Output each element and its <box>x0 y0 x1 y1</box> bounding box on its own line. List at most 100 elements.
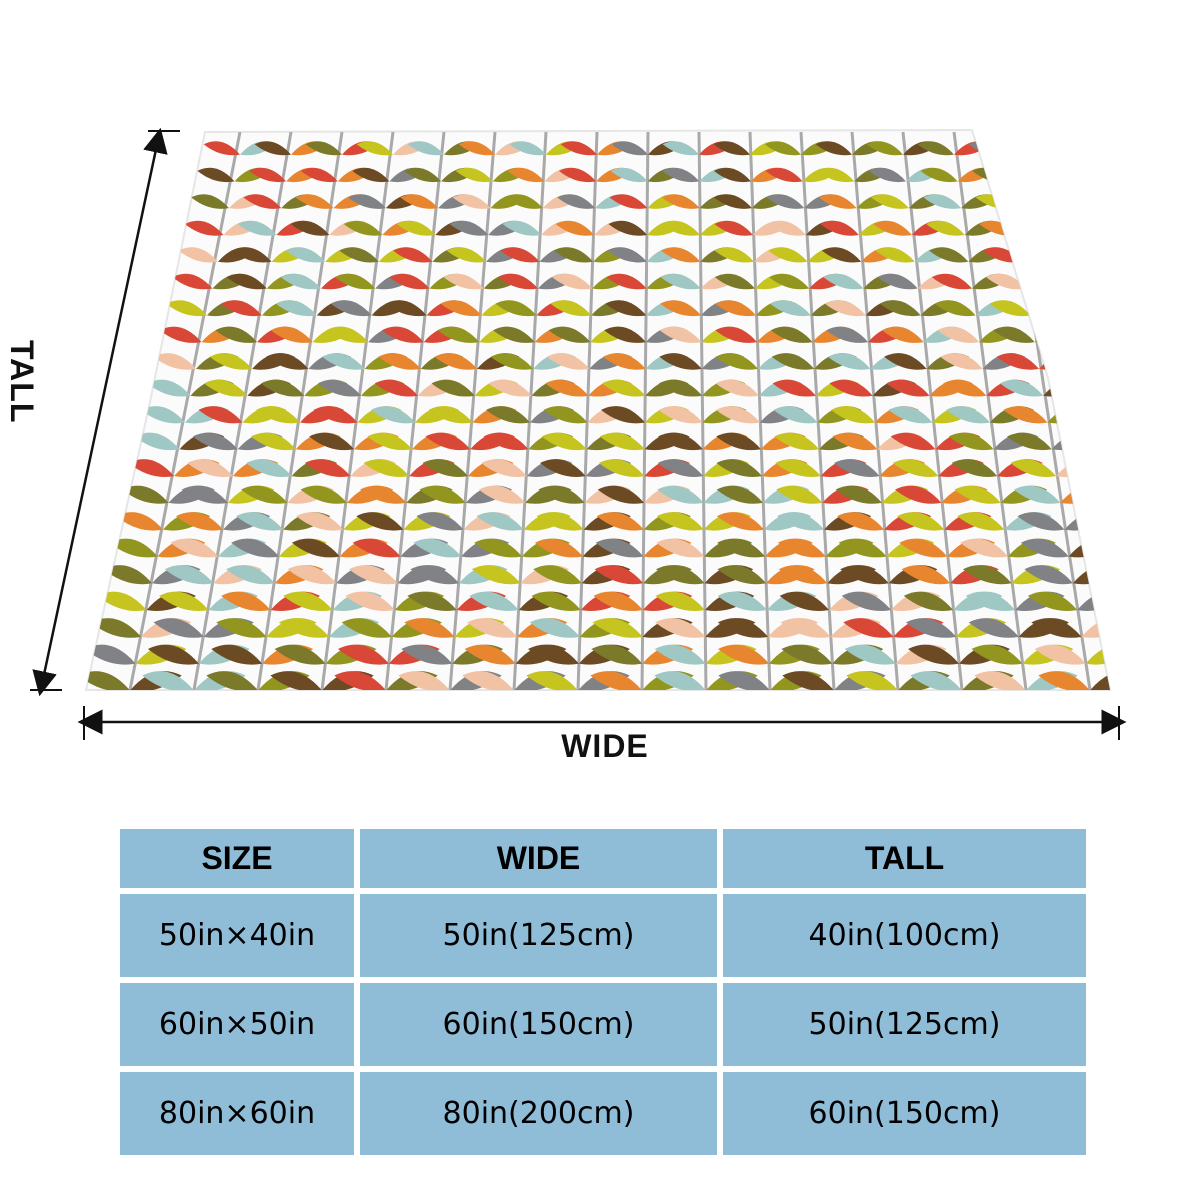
leaf-shape <box>881 326 924 343</box>
leaf-shape <box>541 432 587 451</box>
leaf-shape <box>428 406 473 424</box>
leaf-shape <box>717 565 766 585</box>
leaf-shape <box>184 220 224 236</box>
leaf-shape <box>840 565 889 585</box>
leaf-shape <box>446 247 486 263</box>
leaf-shape <box>243 194 282 209</box>
leaf-shape <box>476 512 524 531</box>
leaf-shape <box>557 194 596 209</box>
leaf-shape <box>820 220 859 236</box>
leaf-shape <box>265 353 309 370</box>
leaf-shape <box>560 141 597 156</box>
leaf-shape <box>164 565 214 585</box>
leaf-shape <box>211 644 263 665</box>
leaf-shape <box>249 167 287 183</box>
leaf-shape <box>488 379 532 397</box>
leaf-shape <box>662 141 699 156</box>
leaf-shape <box>203 141 240 156</box>
leaf-shape <box>713 167 751 183</box>
leaf-shape <box>401 644 453 665</box>
leaf-shape <box>843 618 894 638</box>
leaf-shape <box>481 459 527 477</box>
tall-cell: 60in(150cm) <box>723 1072 1086 1155</box>
leaf-shape <box>274 644 326 665</box>
leaf-shape <box>270 326 313 343</box>
leaf-shape <box>546 353 590 370</box>
leaf-shape <box>381 326 424 343</box>
leaf-shape <box>768 247 808 263</box>
leaf-shape <box>1024 565 1073 585</box>
leaf-shape <box>348 565 398 585</box>
leaf-shape <box>834 459 880 477</box>
leaf-shape <box>178 247 218 263</box>
leaf-shape <box>609 194 648 209</box>
leaf-shape <box>232 247 272 263</box>
tall-cell: 40in(100cm) <box>723 894 1086 977</box>
leaf-shape <box>871 194 909 209</box>
leaf-shape <box>509 141 546 156</box>
leaf-shape <box>657 485 704 504</box>
leaf-shape <box>714 220 753 236</box>
leaf-shape <box>661 194 700 209</box>
leaf-shape <box>821 247 862 263</box>
leaf-shape <box>595 538 644 558</box>
leaf-shape <box>197 167 235 183</box>
leaf-shape <box>241 485 288 504</box>
leaf-shape <box>275 300 317 317</box>
size-table-header: SIZE WIDE TALL <box>120 829 1086 888</box>
leaf-shape <box>437 326 480 343</box>
leaf-shape <box>591 644 643 665</box>
leaf-shape <box>440 300 482 317</box>
leaf-shape <box>504 194 543 209</box>
leaf-shape <box>1034 644 1086 665</box>
leaf-shape <box>540 459 586 477</box>
leaf-shape <box>356 512 404 531</box>
leaf-shape <box>215 326 258 343</box>
leaf-shape <box>343 220 383 236</box>
leaf-shape <box>714 273 755 290</box>
leaf-shape <box>660 300 702 317</box>
leaf-shape <box>1022 247 1062 263</box>
leaf-shape <box>905 618 957 638</box>
leaf-shape <box>1005 141 1042 156</box>
leaf-shape <box>716 485 763 504</box>
tall-dimension-arrow <box>32 127 168 697</box>
leaf-shape <box>827 353 871 370</box>
leaf-shape <box>1027 591 1078 612</box>
leaf-shape <box>246 459 292 477</box>
wide-label: WIDE <box>561 728 649 764</box>
leaf-shape <box>986 273 1027 290</box>
leaf-shape <box>529 618 580 638</box>
leaf-shape <box>191 194 229 209</box>
leaf-shape <box>467 618 518 638</box>
leaf-shape <box>890 432 936 451</box>
leaf-shape <box>159 326 202 343</box>
wide-cell: 80in(200cm) <box>360 1072 717 1155</box>
leaf-shape <box>590 671 642 690</box>
leaf-shape <box>996 353 1039 370</box>
table-row: 50in×40in 50in(125cm) 40in(100cm) <box>120 894 1086 977</box>
leaf-shape <box>419 485 466 504</box>
leaf-shape <box>908 644 960 665</box>
leaf-shape <box>715 326 757 343</box>
leaf-shape <box>452 194 491 209</box>
leaf-shape <box>608 220 648 236</box>
leaf-shape <box>413 538 462 558</box>
leaf-shape <box>545 379 589 397</box>
leaf-shape <box>892 459 939 477</box>
leaf-shape <box>309 432 354 451</box>
leaf-shape <box>873 220 912 236</box>
blanket-pattern-image <box>30 127 1127 740</box>
leaf-shape <box>718 671 770 690</box>
leaf-shape <box>464 644 516 665</box>
leaf-shape <box>1085 644 1110 665</box>
leaf-shape <box>837 512 885 531</box>
leaf-shape <box>216 618 267 638</box>
leaf-shape <box>550 300 592 317</box>
leaf-shape <box>291 538 340 558</box>
leaf-shape <box>1090 671 1110 690</box>
leaf-shape <box>603 353 646 370</box>
leaf-shape <box>716 512 764 531</box>
leaf-shape <box>389 273 430 290</box>
leaf-shape <box>957 512 1005 531</box>
